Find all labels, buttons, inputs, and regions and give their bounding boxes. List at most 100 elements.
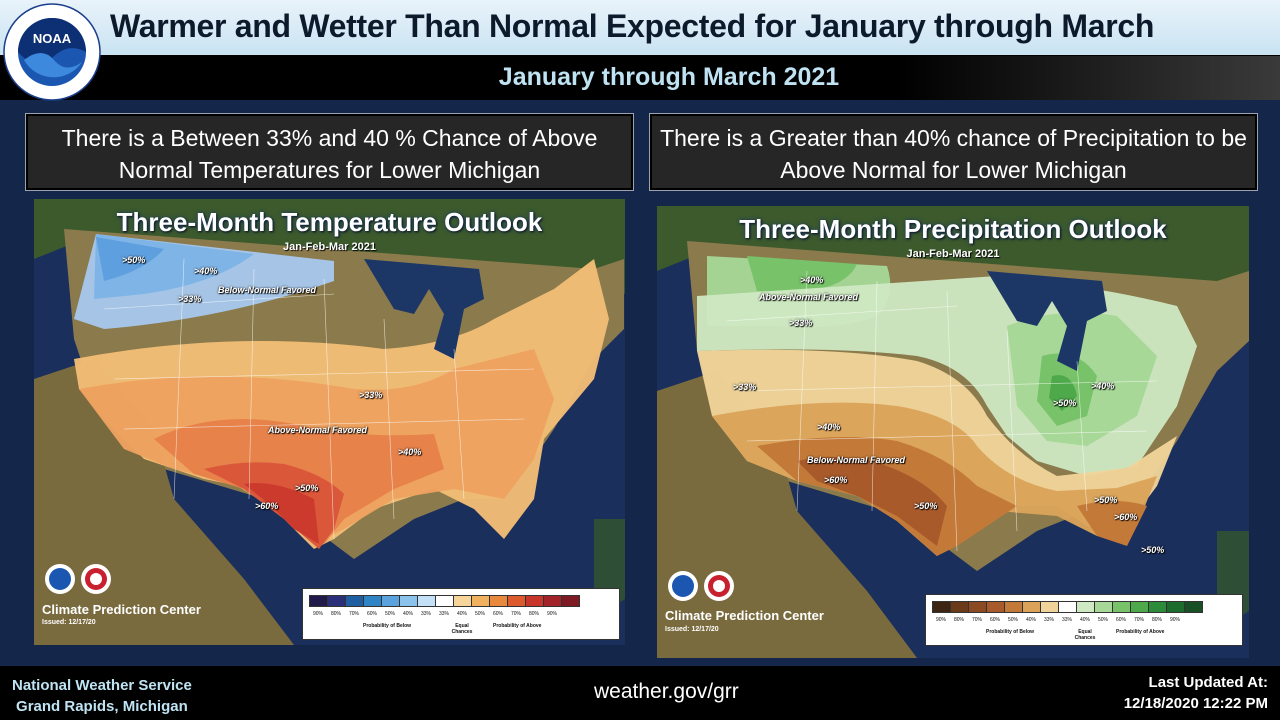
noaa-small-icon <box>49 568 71 590</box>
precipitation-outlook-map: Three-Month Precipitation Outlook Jan-Fe… <box>657 206 1249 658</box>
legend-swatch-5 <box>399 595 418 607</box>
legend-swatch-3 <box>363 595 382 607</box>
label-wet-50: >50% <box>1053 398 1077 408</box>
legend-ticks: 90% 80% 70% 60% 50% 40% 33% 33% 40% 50% 60% 70% 80% 9… <box>932 617 1184 623</box>
legend-swatch-8 <box>1076 601 1095 613</box>
legend-above-caption: Probability of Above <box>493 623 542 629</box>
legend-swatch-9 <box>1094 601 1113 613</box>
label-below-normal: Below-Normal Favored <box>807 455 906 465</box>
label-dry-60-southeast: >60% <box>1114 512 1138 522</box>
website-link[interactable]: weather.gov/grr <box>594 680 739 703</box>
legend-swatch-4 <box>1004 601 1023 613</box>
legend-tick-3: 60% <box>989 617 1000 623</box>
legend-tick-2: 70% <box>971 617 982 623</box>
legend-tick-9: 50% <box>474 611 485 617</box>
legend-swatch-11 <box>507 595 526 607</box>
noaa-logo-text: NOAA <box>33 31 72 46</box>
footer: National Weather Service Grand Rapids, M… <box>0 666 1280 720</box>
label-dry-40: >40% <box>817 422 841 432</box>
page-subtitle: January through March 2021 <box>498 63 840 91</box>
precipitation-legend: 90% 80% 70% 60% 50% 40% 33% 33% 40% 50% 60% 70% 80% 9… <box>925 594 1243 646</box>
label-above-normal: Above-Normal Favored <box>759 292 859 302</box>
legend-tick-0: 90% <box>935 617 946 623</box>
legend-swatch-2 <box>968 601 987 613</box>
legend-swatch-6 <box>1040 601 1059 613</box>
legend-swatch-13 <box>1166 601 1185 613</box>
temperature-map-period: Jan-Feb-Mar 2021 <box>283 241 376 253</box>
legend-tick-8: 40% <box>456 611 467 617</box>
title-bar: Warmer and Wetter Than Normal Expected f… <box>0 0 1280 56</box>
legend-tick-11: 70% <box>510 611 521 617</box>
legend-swatches <box>309 595 580 607</box>
noaa-small-icon <box>672 575 694 597</box>
legend-swatch-7 <box>1058 601 1077 613</box>
label-dry-33: >33% <box>733 382 757 392</box>
legend-tick-13: 90% <box>546 611 557 617</box>
legend-swatch-6 <box>417 595 436 607</box>
label-cold-33: >33% <box>178 294 202 304</box>
legend-tick-7: 33% <box>438 611 449 617</box>
legend-tick-2: 70% <box>348 611 359 617</box>
legend-swatch-0 <box>309 595 328 607</box>
legend-tick-9: 50% <box>1097 617 1108 623</box>
legend-tick-4: 50% <box>384 611 395 617</box>
legend-tick-0: 90% <box>312 611 323 617</box>
precipitation-callout: There is a Greater than 40% chance of Pr… <box>649 113 1258 191</box>
issued-date: Issued: 12/17/20 <box>665 626 719 633</box>
legend-tick-6: 33% <box>420 611 431 617</box>
legend-tick-5: 40% <box>1025 617 1036 623</box>
legend-swatch-13 <box>543 595 562 607</box>
label-wet-33: >33% <box>789 318 813 328</box>
legend-equal-caption: Equal Chances <box>451 623 473 635</box>
precipitation-map-title: Three-Month Precipitation Outlook <box>739 214 1167 244</box>
label-wet-40: >40% <box>800 275 824 285</box>
cpc-name: Climate Prediction Center <box>42 602 201 617</box>
legend-tick-7: 33% <box>1061 617 1072 623</box>
legend-swatch-3 <box>986 601 1005 613</box>
label-above-normal: Above-Normal Favored <box>268 425 368 435</box>
label-dry-50-florida: >50% <box>1141 545 1165 555</box>
legend-swatch-2 <box>345 595 364 607</box>
legend-swatch-8 <box>453 595 472 607</box>
legend-tick-12: 80% <box>1151 617 1162 623</box>
temperature-outlook-map: Three-Month Temperature Outlook Jan-Feb-… <box>34 199 625 645</box>
temperature-legend: 90% 80% 70% 60% 50% 40% 33% 33% 40% 50% 60% 70% 80% 9… <box>302 588 620 640</box>
legend-tick-10: 60% <box>492 611 503 617</box>
legend-swatch-14 <box>561 595 580 607</box>
legend-tick-12: 80% <box>528 611 539 617</box>
legend-swatch-1 <box>327 595 346 607</box>
legend-swatch-9 <box>471 595 490 607</box>
legend-tick-11: 70% <box>1133 617 1144 623</box>
page-title: Warmer and Wetter Than Normal Expected f… <box>110 8 1155 44</box>
legend-tick-3: 60% <box>366 611 377 617</box>
legend-ticks: 90% 80% 70% 60% 50% 40% 33% 33% 40% 50% 60% 70% 80% 9… <box>309 611 561 617</box>
label-cold-40: >40% <box>194 266 218 276</box>
noaa-logo: NOAA <box>2 2 102 102</box>
temperature-callout: There is a Between 33% and 40 % Chance o… <box>25 113 634 191</box>
label-dry-50: >50% <box>914 501 938 511</box>
legend-tick-1: 80% <box>330 611 341 617</box>
label-warm-33: >33% <box>359 390 383 400</box>
last-updated-value: 12/18/2020 12:22 PM <box>1123 695 1268 712</box>
office-line-1: National Weather Service <box>12 677 192 694</box>
office-line-2: Grand Rapids, Michigan <box>16 698 188 715</box>
subtitle-bar: January through March 2021 <box>0 56 1280 100</box>
legend-tick-4: 50% <box>1007 617 1018 623</box>
label-warm-60: >60% <box>255 501 279 511</box>
office-name: National Weather Service Grand Rapids, M… <box>12 675 192 717</box>
label-warm-40: >40% <box>398 447 422 457</box>
legend-tick-13: 90% <box>1169 617 1180 623</box>
label-dry-50-southeast: >50% <box>1094 495 1118 505</box>
label-dry-60: >60% <box>824 475 848 485</box>
legend-swatch-11 <box>1130 601 1149 613</box>
legend-swatch-10 <box>489 595 508 607</box>
cpc-name: Climate Prediction Center <box>665 608 824 623</box>
label-wet-40-east: >40% <box>1091 381 1115 391</box>
legend-below-caption: Probability of Below <box>363 623 412 629</box>
label-below-normal: Below-Normal Favored <box>218 285 317 295</box>
legend-swatch-4 <box>381 595 400 607</box>
legend-tick-1: 80% <box>953 617 964 623</box>
last-updated: Last Updated At: 12/18/2020 12:22 PM <box>1124 672 1268 714</box>
legend-swatch-1 <box>950 601 969 613</box>
legend-swatch-14 <box>1184 601 1203 613</box>
